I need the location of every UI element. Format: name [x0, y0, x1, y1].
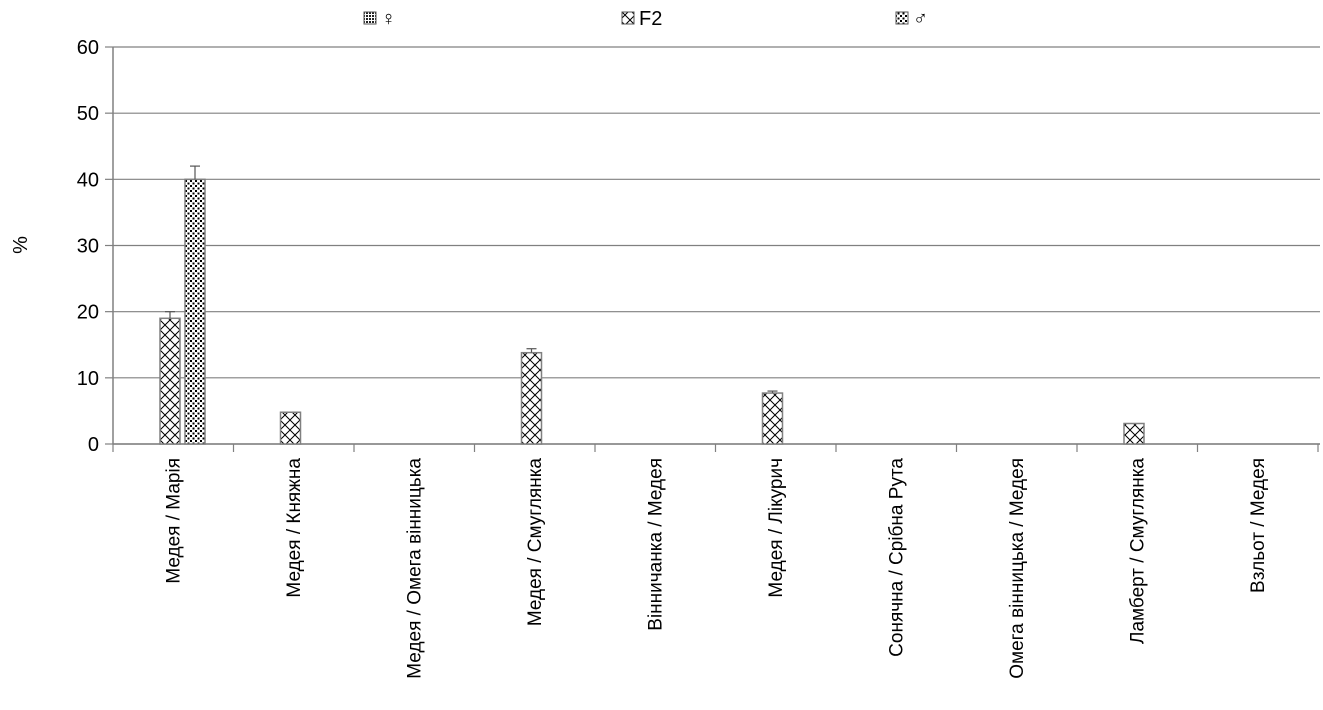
legend: ♀ F2 ♂	[363, 8, 928, 30]
legend-swatch	[895, 11, 909, 25]
y-tick-label: 60	[77, 37, 99, 59]
y-tick-label: 50	[77, 103, 99, 125]
bar-3	[184, 178, 206, 445]
x-category-label: Вінничанка / Медея	[645, 458, 666, 631]
bars	[159, 165, 1145, 445]
y-tick-label: 0	[88, 434, 99, 456]
x-category-label: Медея / Марія	[163, 458, 184, 584]
y-axis-label: %	[10, 236, 32, 254]
x-category-label: Взльот / Медея	[1248, 458, 1269, 593]
labels: 0 10 20 30 40 50 60% Медея / Марія Медея / Княжн…	[10, 37, 1269, 679]
legend-swatch	[363, 11, 377, 25]
bar-2	[159, 317, 181, 445]
x-category-label: Сонячна / Срібна Рута	[886, 458, 907, 657]
bar-2	[279, 411, 302, 445]
x-category-label: Медея / Смуглянка	[525, 458, 546, 627]
x-category-label: Ламберт / Смуглянка	[1127, 458, 1148, 644]
y-tick-label: 30	[77, 236, 99, 258]
bar-2	[1123, 422, 1145, 445]
legend-label: ♂	[913, 8, 928, 30]
legend-swatch	[621, 11, 635, 25]
bar-2	[761, 392, 784, 445]
y-tick-label: 10	[77, 368, 99, 390]
legend-label: ♀	[381, 8, 396, 30]
axes	[105, 46, 1320, 452]
x-category-label: Медея / Омега вінницька	[404, 458, 425, 679]
bar-2	[520, 351, 543, 445]
y-tick-label: 20	[77, 302, 99, 324]
gridlines	[113, 46, 1320, 445]
x-category-label: Медея / Княжна	[284, 458, 305, 598]
y-tick-label: 40	[77, 169, 99, 191]
legend-label: F2	[639, 8, 662, 30]
x-category-label: Медея / Лікурич	[766, 458, 787, 598]
x-category-label: Омега вінницька / Медея	[1007, 458, 1028, 679]
